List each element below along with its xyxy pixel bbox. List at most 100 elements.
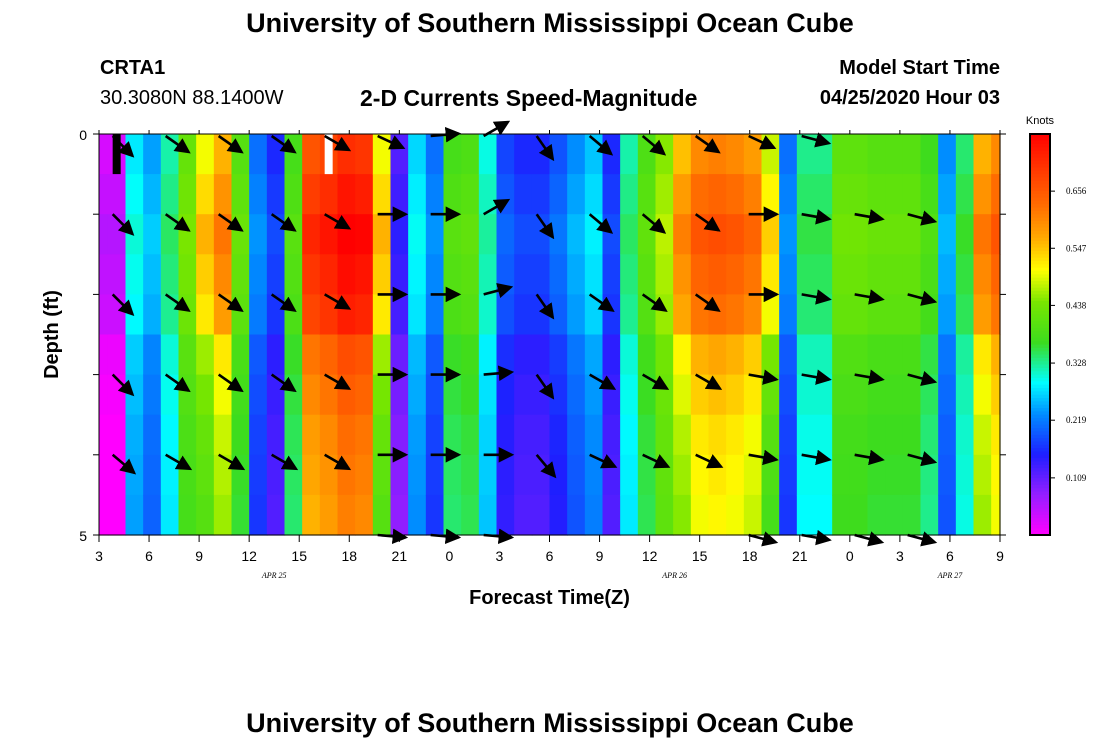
heat-cell bbox=[796, 174, 816, 215]
heat-cell bbox=[743, 374, 763, 416]
heat-cell bbox=[143, 294, 162, 336]
heat-cell bbox=[425, 454, 445, 496]
heat-cell bbox=[796, 334, 816, 376]
heat-cell bbox=[761, 174, 780, 215]
heat-cell bbox=[319, 374, 339, 416]
heat-cell bbox=[178, 494, 197, 536]
colorbar-segment bbox=[1030, 277, 1050, 282]
heat-cell bbox=[443, 414, 462, 456]
heat-cell bbox=[408, 214, 427, 255]
heat-cell bbox=[584, 174, 604, 215]
heat-cell bbox=[796, 414, 816, 456]
x-tick-label: 3 bbox=[896, 548, 904, 564]
heat-cell bbox=[920, 174, 939, 215]
heat-cell bbox=[143, 454, 162, 496]
heat-cell bbox=[107, 254, 127, 295]
heat-cell bbox=[867, 494, 886, 536]
current-vector-arrow bbox=[907, 370, 938, 387]
heat-cell bbox=[602, 254, 621, 295]
heat-cell bbox=[249, 334, 268, 376]
heat-cell bbox=[620, 214, 639, 255]
current-vector-arrow bbox=[801, 369, 832, 385]
heat-cell bbox=[655, 254, 674, 295]
current-vector-arrow bbox=[324, 373, 352, 390]
heat-cell bbox=[461, 134, 480, 175]
heat-cell bbox=[302, 174, 321, 215]
heat-cell bbox=[567, 494, 586, 536]
heat-cell bbox=[372, 174, 392, 215]
heat-cell bbox=[302, 134, 321, 175]
colorbar-segment bbox=[1030, 337, 1050, 342]
heat-cell bbox=[867, 134, 886, 175]
heat-cell bbox=[196, 334, 215, 376]
heat-cell bbox=[425, 134, 445, 175]
heat-cell bbox=[584, 414, 604, 456]
heat-cell bbox=[337, 134, 356, 175]
heat-cell bbox=[920, 134, 939, 175]
heat-cell bbox=[885, 134, 904, 175]
heat-cell bbox=[991, 214, 1001, 255]
heat-cell bbox=[266, 414, 286, 456]
heat-cell bbox=[425, 414, 445, 456]
heat-cell bbox=[867, 414, 886, 456]
colorbar-segment bbox=[1030, 177, 1050, 182]
heat-cell bbox=[355, 414, 374, 456]
heat-cell bbox=[196, 214, 215, 255]
colorbar-segment bbox=[1030, 134, 1050, 138]
heat-cell bbox=[779, 414, 798, 456]
colorbar-segment bbox=[1030, 511, 1050, 516]
current-vector-arrow bbox=[642, 453, 671, 469]
heat-cell bbox=[249, 134, 268, 175]
colorbar-segment bbox=[1030, 274, 1050, 279]
current-vector-arrow bbox=[324, 293, 352, 310]
colorbar-segment bbox=[1030, 514, 1050, 519]
heat-cell bbox=[143, 494, 162, 536]
heat-cell bbox=[832, 334, 851, 376]
current-vector-arrow bbox=[377, 134, 406, 150]
current-vector-arrow bbox=[270, 293, 297, 312]
heat-cell bbox=[355, 254, 374, 295]
heat-cell bbox=[266, 174, 286, 215]
colorbar-segment bbox=[1030, 207, 1050, 212]
heat-cell bbox=[99, 134, 109, 175]
heat-cell bbox=[902, 174, 922, 215]
heat-cell bbox=[461, 414, 480, 456]
current-vector-arrow bbox=[483, 365, 515, 382]
heat-cell bbox=[796, 494, 816, 536]
colorbar-segment bbox=[1030, 387, 1050, 392]
heat-cell bbox=[726, 134, 745, 175]
colorbar-segment bbox=[1030, 230, 1050, 235]
current-vector-arrow bbox=[854, 209, 885, 225]
y-tick-label: 5 bbox=[79, 528, 87, 544]
heat-cell bbox=[602, 134, 621, 175]
heat-cell bbox=[849, 254, 869, 295]
colorbar-segment bbox=[1030, 247, 1050, 252]
heat-cell bbox=[496, 134, 515, 175]
colorbar-tick-label: 0.219 bbox=[1066, 415, 1087, 425]
heat-cell bbox=[584, 214, 604, 255]
heat-cell bbox=[567, 334, 586, 376]
heat-cell bbox=[213, 494, 233, 536]
colorbar-segment bbox=[1030, 307, 1050, 312]
heat-cell bbox=[531, 174, 551, 215]
heat-cell bbox=[337, 374, 356, 416]
heat-cell bbox=[337, 294, 356, 336]
colorbar-segment bbox=[1030, 401, 1050, 406]
heat-cell bbox=[849, 414, 869, 456]
heat-cell bbox=[902, 134, 922, 175]
colorbar-segment bbox=[1030, 294, 1050, 299]
current-vector-arrow bbox=[854, 531, 885, 547]
heat-cell bbox=[408, 414, 427, 456]
heat-cell bbox=[284, 334, 303, 376]
x-tick-label: 0 bbox=[846, 548, 854, 564]
heat-cell bbox=[602, 214, 621, 255]
heat-cell bbox=[814, 294, 833, 336]
heat-cell bbox=[461, 454, 480, 496]
heat-cell bbox=[761, 214, 780, 255]
heat-cell bbox=[408, 254, 427, 295]
heat-cell bbox=[319, 254, 339, 295]
heat-cell bbox=[125, 174, 144, 215]
heat-cell bbox=[991, 254, 1001, 295]
current-vector-arrow bbox=[111, 293, 135, 317]
